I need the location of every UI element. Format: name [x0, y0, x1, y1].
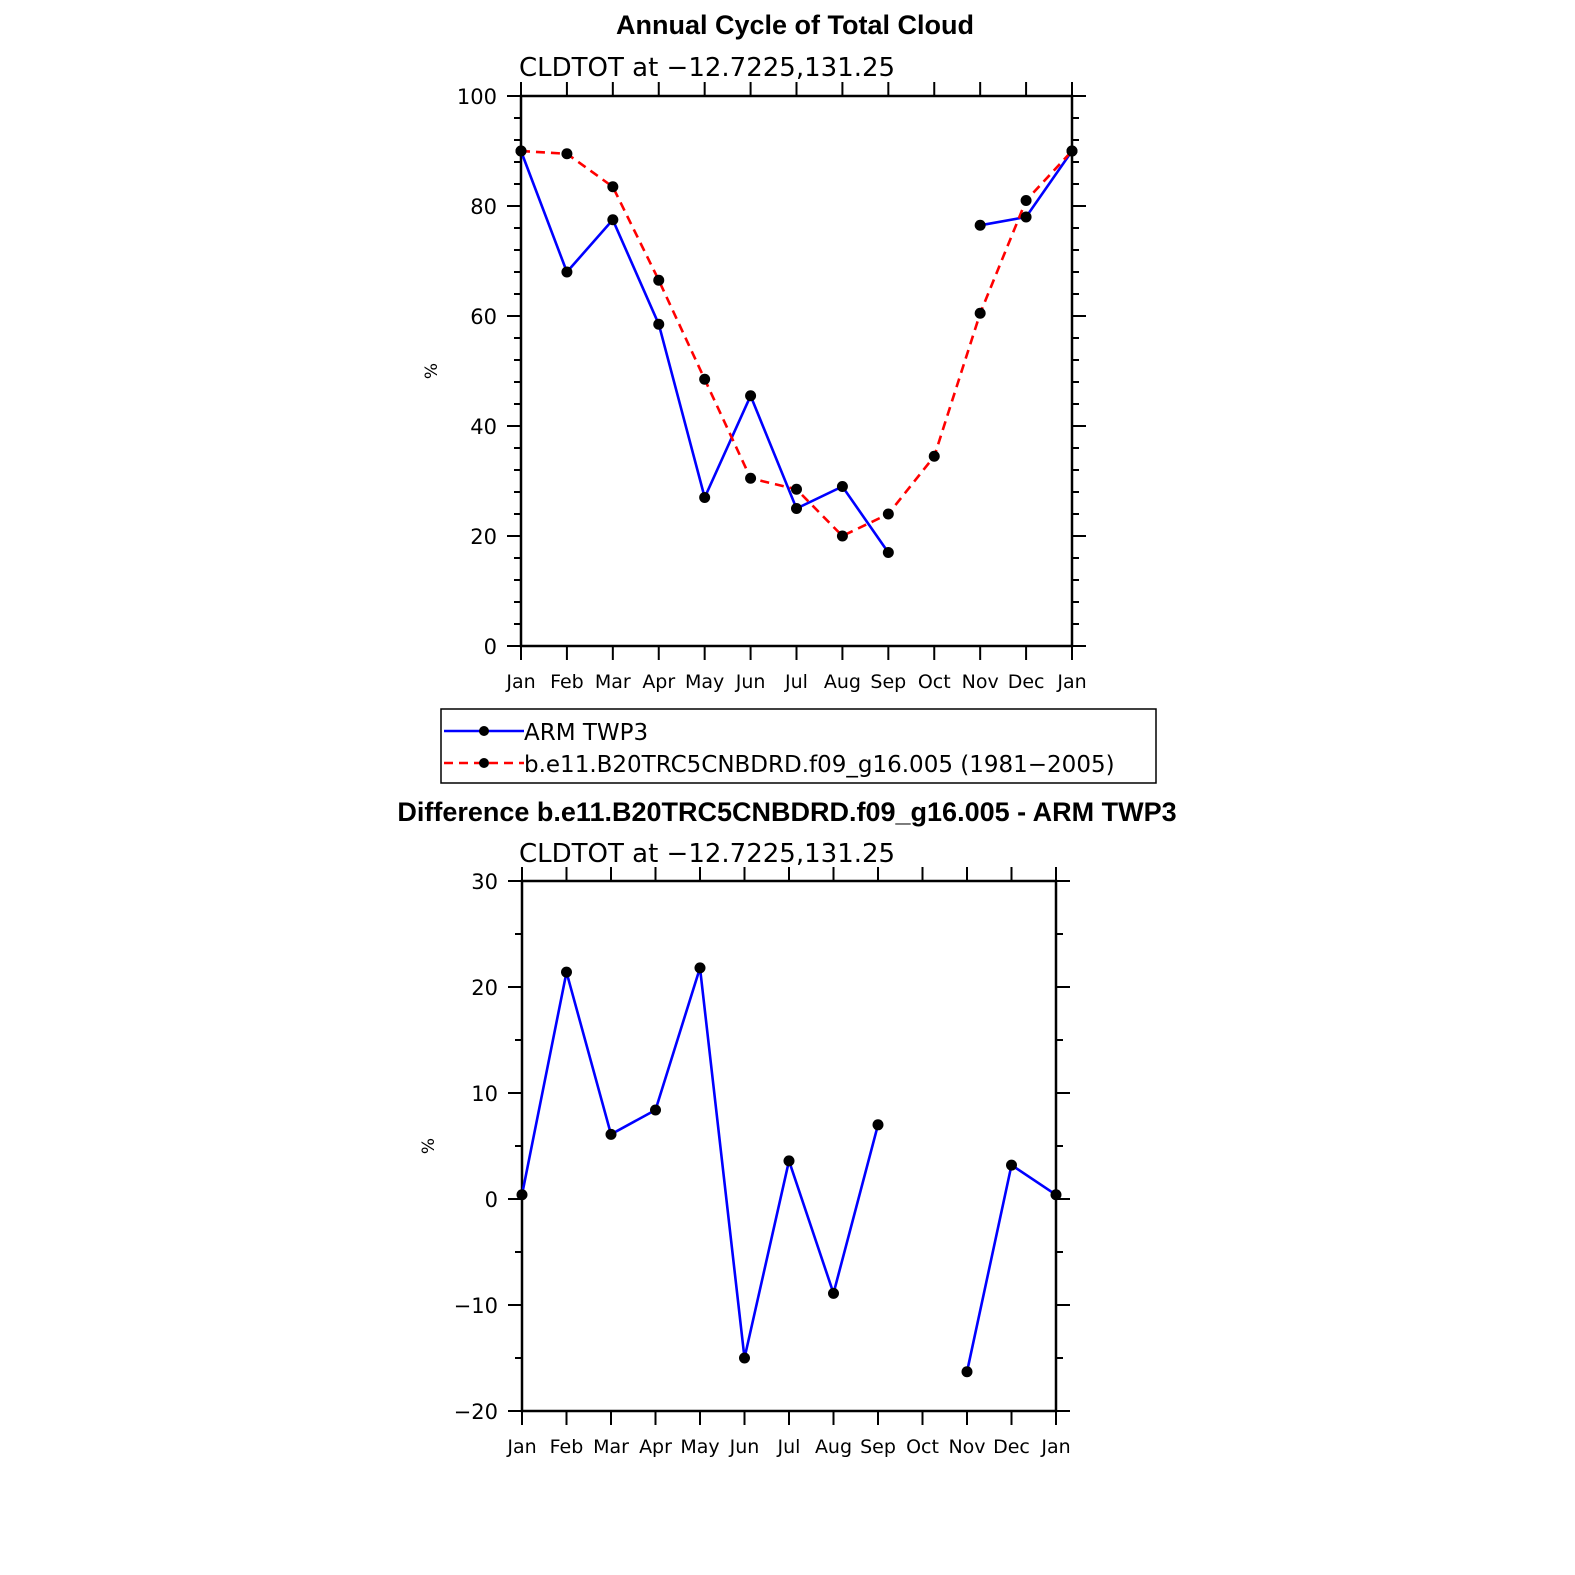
chart-title: Annual Cycle of Total Cloud: [616, 10, 974, 40]
legend: ARM TWP3 b.e11.B20TRC5CNBDRD.f09_g16.005…: [440, 708, 1157, 784]
data-point-0: [783, 1155, 795, 1167]
data-point-0: [836, 481, 848, 492]
data-point-1: [1066, 145, 1078, 157]
x-tick-label: Oct: [906, 1436, 939, 1458]
series-lines: [520, 967, 1057, 1373]
series-markers: [516, 962, 1062, 1378]
x-tick-label: Jul: [777, 1436, 801, 1458]
axes: −20 −10 0 10 20 30 Jan Feb Mar Apr May Jun Jul Aug Sep…: [454, 867, 1071, 1458]
y-tick-label: −20: [454, 1400, 498, 1424]
x-tick-label: Apr: [642, 671, 675, 693]
x-tick-label: Jan: [505, 671, 535, 693]
x-tick-label: Nov: [948, 1436, 985, 1458]
x-tick-label: Aug: [824, 671, 861, 693]
data-point-0: [653, 318, 665, 330]
data-point-1: [515, 145, 527, 157]
y-tick-label: 0: [484, 635, 497, 659]
annual-cycle-chart: Annual Cycle of Total Cloud CLDTOT at −1…: [422, 10, 1157, 784]
x-tick-label: Sep: [860, 1436, 896, 1458]
data-point-1: [561, 148, 573, 160]
axes: 0 20 40 60 80 100 Jan Feb Mar Apr May Jun Jul Aug Sep O…: [457, 82, 1087, 693]
data-point-0: [561, 266, 573, 278]
x-tick-label: Mar: [593, 1436, 629, 1458]
data-point-1: [974, 307, 986, 319]
data-point-1: [653, 274, 665, 286]
data-point-0: [872, 1119, 884, 1131]
legend-box: [440, 708, 1157, 784]
data-point-0: [699, 492, 711, 503]
data-point-0: [882, 547, 894, 558]
legend-marker-obs: [479, 726, 489, 736]
x-tick-label: May: [685, 671, 724, 693]
data-point-0: [1006, 1159, 1017, 1171]
y-tick-label: 0: [485, 1188, 498, 1212]
legend-label-model: b.e11.B20TRC5CNBDRD.f09_g16.005 (1981−20…: [524, 752, 1115, 778]
x-tick-label: Jan: [1040, 1436, 1070, 1458]
y-axis-label: %: [419, 1138, 439, 1154]
x-tick-label: Aug: [815, 1436, 852, 1458]
data-point-0: [791, 503, 802, 514]
x-tick-label: Jun: [729, 1436, 760, 1458]
x-tick-label: Jun: [735, 671, 766, 693]
x-tick-label: Oct: [918, 671, 951, 693]
x-tick-label: Jan: [1056, 671, 1086, 693]
x-tick-label: Feb: [550, 671, 584, 693]
y-tick-label: −10: [454, 1294, 498, 1318]
chart-title: Difference b.e11.B20TRC5CNBDRD.f09_g16.0…: [397, 797, 1176, 827]
chart-subtitle: CLDTOT at −12.7225,131.25: [519, 839, 895, 869]
y-tick-label: 10: [471, 1082, 498, 1106]
y-tick-label: 40: [470, 415, 497, 439]
difference-chart: Difference b.e11.B20TRC5CNBDRD.f09_g16.0…: [397, 797, 1176, 1458]
x-tick-label: Dec: [993, 1436, 1030, 1458]
x-tick-label: Nov: [962, 671, 999, 693]
y-tick-label: 20: [470, 525, 497, 549]
y-tick-label: 100: [457, 85, 497, 109]
data-point-0: [650, 1104, 661, 1116]
x-tick-label: Apr: [639, 1436, 672, 1458]
x-tick-label: Jan: [506, 1436, 536, 1458]
series-line-1: [520, 149, 1073, 538]
data-point-1: [1020, 195, 1032, 206]
data-point-1: [745, 472, 757, 484]
data-point-1: [791, 483, 802, 495]
series-line-0: [965, 1162, 1057, 1373]
series-line-0: [520, 967, 880, 1359]
data-point-1: [928, 450, 940, 462]
data-point-1: [699, 373, 711, 385]
data-point-0: [694, 962, 706, 974]
data-point-0: [516, 1189, 528, 1201]
data-point-0: [745, 390, 757, 402]
x-tick-label: Mar: [595, 671, 631, 693]
x-tick-label: Jul: [784, 671, 808, 693]
y-axis-label: %: [422, 363, 442, 379]
x-tick-label: Feb: [550, 1436, 584, 1458]
data-point-0: [974, 219, 986, 231]
legend-marker-model: [479, 758, 489, 768]
data-point-0: [605, 1128, 617, 1140]
x-tick-label: May: [680, 1436, 719, 1458]
data-point-0: [607, 214, 619, 226]
data-point-0: [828, 1287, 839, 1299]
y-tick-label: 60: [470, 305, 497, 329]
data-point-0: [739, 1352, 750, 1364]
legend-label-obs: ARM TWP3: [524, 720, 648, 746]
data-point-1: [607, 181, 619, 193]
data-point-0: [1050, 1189, 1062, 1201]
y-tick-label: 30: [471, 870, 498, 894]
data-point-0: [961, 1366, 973, 1378]
data-point-0: [1020, 211, 1032, 223]
y-tick-label: 80: [470, 195, 497, 219]
data-point-1: [882, 508, 894, 520]
data-point-0: [561, 966, 572, 978]
chart-subtitle: CLDTOT at −12.7225,131.25: [519, 53, 895, 83]
data-point-1: [836, 530, 848, 542]
y-tick-label: 20: [471, 976, 498, 1000]
x-tick-label: Dec: [1008, 671, 1045, 693]
series-markers: [515, 145, 1078, 558]
x-tick-label: Sep: [870, 671, 906, 693]
plot-frame: [519, 94, 1074, 648]
